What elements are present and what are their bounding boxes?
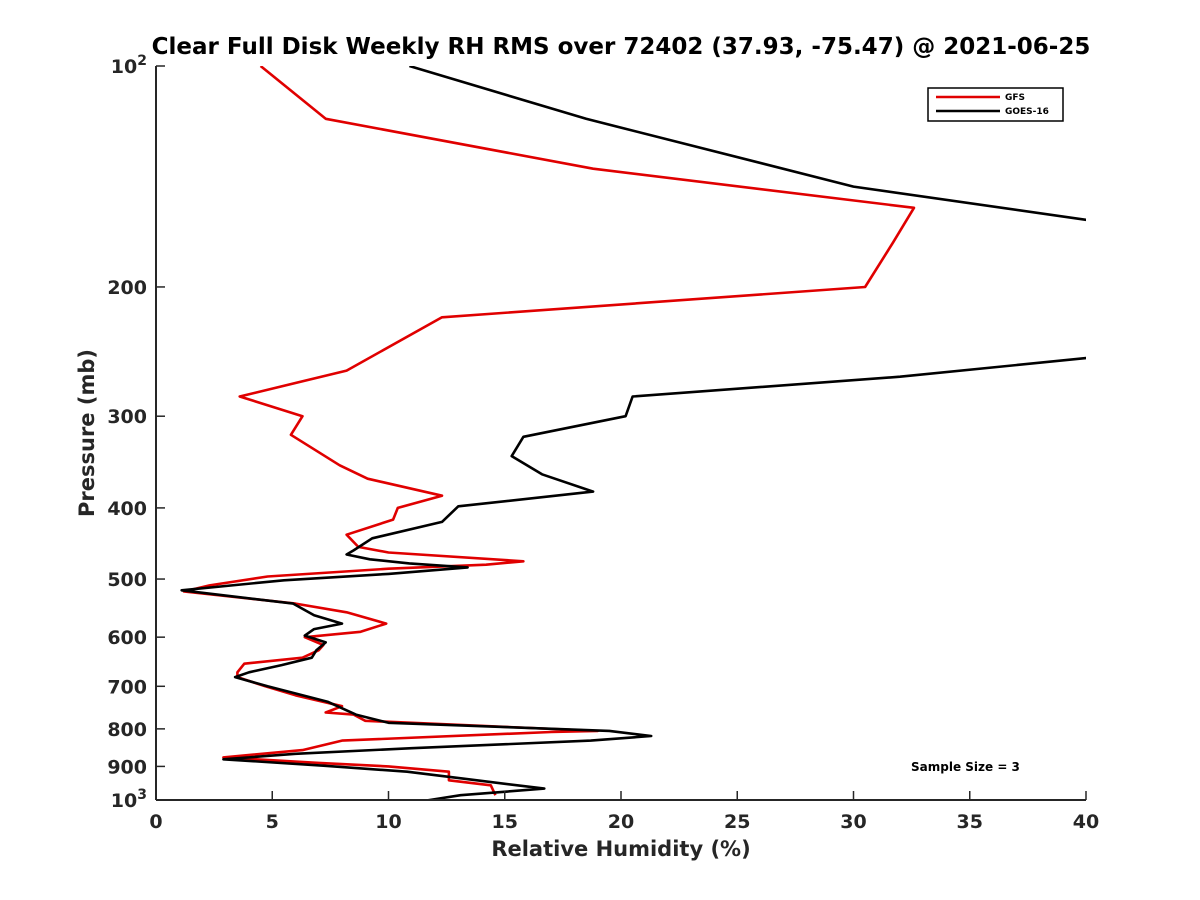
y-tick-label: 500 (107, 569, 147, 591)
y-tick-label: 800 (107, 719, 147, 741)
x-tick-label: 10 (375, 811, 401, 833)
x-tick-label: 40 (1073, 811, 1099, 833)
legend-label-gfs: GFS (1005, 93, 1025, 103)
y-tick-label: 600 (107, 627, 147, 649)
legend-label-goes-16: GOES-16 (1005, 107, 1049, 117)
x-tick-label: 20 (608, 811, 634, 833)
y-tick-label: 900 (107, 756, 147, 778)
plot-area (156, 66, 1086, 800)
y-tick-label: 200 (107, 277, 147, 299)
series-layer (180, 66, 1086, 800)
y-tick-label: 300 (107, 406, 147, 428)
x-tick-label: 35 (957, 811, 983, 833)
x-tick-label: 5 (266, 811, 279, 833)
y-tick-label: 103 (111, 787, 147, 812)
legend-box (927, 87, 1064, 122)
y-axis-ticks: 102 200 300 400 500 600 700 800 900 103 (107, 53, 165, 812)
y-tick-label: 102 (111, 53, 147, 78)
y-tick-label: 400 (107, 498, 147, 520)
x-tick-label: 15 (492, 811, 518, 833)
y-tick-label: 700 (107, 676, 147, 698)
series-line-gfs (182, 66, 916, 796)
x-axis-ticks: 0 5 10 15 20 25 30 35 40 (149, 791, 1099, 833)
chart-title: Clear Full Disk Weekly RH RMS over 72402… (152, 34, 1091, 60)
sample-size-annotation: Sample Size = 3 (911, 760, 1020, 774)
x-tick-label: 30 (840, 811, 866, 833)
x-axis-label: Relative Humidity (%) (491, 837, 750, 861)
y-axis-label: Pressure (mb) (75, 349, 99, 517)
x-tick-label: 0 (149, 811, 162, 833)
series-line-goes-16 (180, 66, 1086, 800)
x-tick-label: 25 (724, 811, 750, 833)
legend: GFS GOES-16 (927, 87, 1064, 122)
